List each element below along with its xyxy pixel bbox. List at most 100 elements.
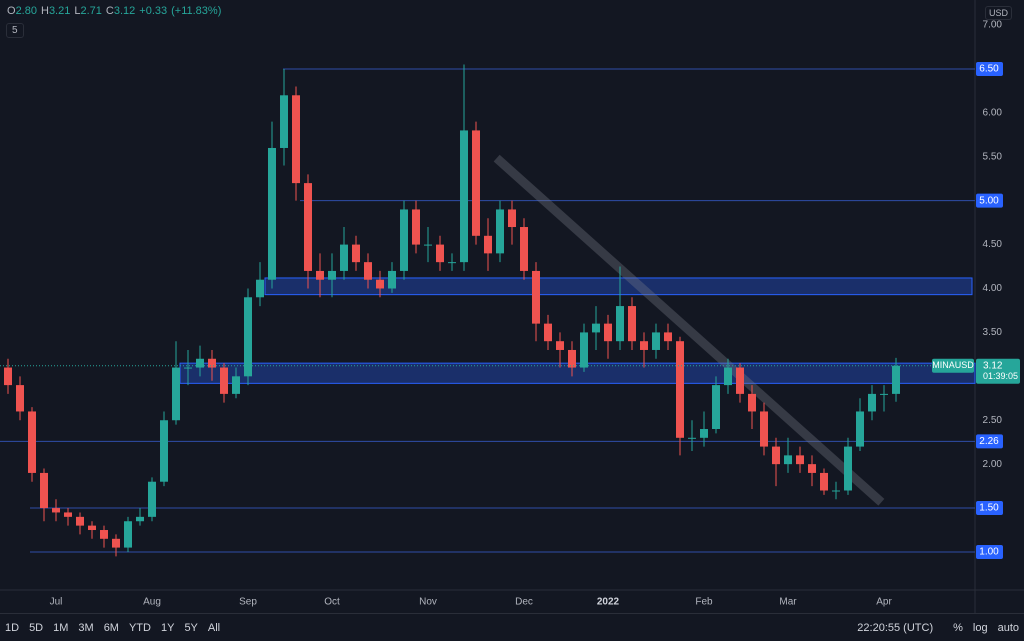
timeframe-button[interactable]: 5Y (184, 621, 198, 634)
candle-body (868, 393, 876, 412)
candle-body (148, 481, 156, 517)
candle-body (784, 455, 792, 465)
candle-body (388, 270, 396, 289)
x-tick-label: Dec (515, 597, 533, 608)
scale-button[interactable]: log (972, 621, 988, 634)
legend-toggle[interactable]: 5 (6, 23, 24, 38)
level-label: 5.00 (979, 195, 999, 206)
candle-body (280, 95, 288, 148)
candle-body (304, 183, 312, 271)
readout-value: 3.21 (48, 5, 71, 17)
candle-body (52, 508, 60, 513)
x-tick-label: Nov (419, 597, 437, 608)
readout-value: 2.71 (80, 5, 102, 17)
candle-body (340, 244, 348, 271)
candle-body (400, 209, 408, 271)
candle-body (40, 472, 48, 509)
x-tick-label: Aug (143, 597, 161, 608)
candle-body (616, 306, 624, 342)
readout-prefix: L (74, 5, 81, 17)
timeframe-button[interactable]: 1D (5, 621, 20, 634)
candle-body (376, 279, 384, 289)
timeframe-button[interactable]: 1M (53, 621, 69, 634)
zone (264, 277, 973, 296)
y-tick-label: 2.00 (983, 459, 1003, 470)
y-tick-label: 7.00 (983, 20, 1003, 31)
candle-body (244, 297, 252, 377)
timeframe-button[interactable]: 6M (103, 621, 119, 634)
level-tag (976, 501, 1003, 516)
timeframe-button[interactable]: 1Y (160, 621, 175, 634)
candle-body (880, 393, 888, 395)
readout-value: 3.12 (113, 5, 136, 17)
toolbar: 1D 5D 1M 3M 6M YTD 1Y 5Y All 22:20:55 (UTC)% log au… (0, 613, 1024, 641)
timeframe-button[interactable]: 3M (78, 621, 94, 634)
x-tick-label: Mar (779, 597, 797, 608)
candle-body (544, 323, 552, 342)
candle-body (832, 490, 840, 492)
candle-body (76, 516, 84, 526)
candle-body (88, 525, 96, 531)
candle-body (256, 279, 264, 298)
candle-body (220, 367, 228, 394)
x-tick-label: Sep (239, 597, 257, 608)
symbol-tag (932, 358, 974, 373)
scale-button[interactable]: auto (997, 621, 1019, 634)
candle-body (532, 270, 540, 324)
readout-prefix: H (40, 5, 49, 17)
countdown: 01:39:05 (983, 371, 1018, 381)
candle-body (364, 262, 372, 280)
candle-body (712, 385, 720, 430)
candle-body (448, 262, 456, 264)
candle-body (316, 270, 324, 280)
level-label: 1.00 (979, 547, 999, 558)
candle-body (196, 358, 204, 368)
candle-body (856, 411, 864, 447)
level-tag (976, 434, 1003, 449)
candle-body (748, 393, 756, 412)
candle-body (796, 455, 804, 465)
readout-item: C3.12 (106, 5, 135, 17)
readout-item: H3.21 (41, 5, 70, 17)
x-tick-label: Apr (876, 597, 892, 608)
candle-body (820, 472, 828, 491)
trendline (493, 154, 885, 506)
symbol-label: MINAUSD (932, 360, 974, 370)
y-tick-label: 5.50 (983, 151, 1003, 162)
timeframe-button[interactable]: YTD (128, 621, 151, 634)
candle-body (700, 429, 708, 438)
candle-body (844, 446, 852, 491)
candle-body (484, 235, 492, 254)
x-tick-label: Feb (695, 597, 713, 608)
currency[interactable]: USD (985, 6, 1013, 20)
level-label: 6.50 (979, 64, 999, 75)
timeframe-button[interactable]: All (207, 621, 221, 634)
readout-prefix: C (105, 5, 114, 17)
scale-button[interactable]: % (953, 621, 963, 634)
candle-body (124, 521, 132, 548)
candle-body (292, 95, 300, 184)
candle-body (724, 367, 732, 386)
candle-body (112, 538, 120, 548)
candle-body (736, 367, 744, 394)
candle-body (760, 411, 768, 447)
timeframe-button[interactable]: 5D (29, 621, 44, 634)
x-tick-label: Oct (324, 597, 340, 608)
candle-body (268, 147, 276, 280)
level-label: 1.50 (979, 503, 999, 514)
change-pct: (+11.83%) (171, 5, 222, 17)
clock: 22:20:55 (UTC) (857, 621, 934, 634)
ohlc-readout: O2.80 H3.21 L2.71 C3.12 +0.33 (+11.83%) (7, 5, 221, 17)
candle-body (424, 244, 432, 246)
candle-body (520, 227, 528, 271)
candle-body (136, 516, 144, 522)
level-tag (976, 193, 1003, 208)
candle-body (580, 332, 588, 368)
candle-body (208, 358, 216, 368)
candle-body (172, 367, 180, 421)
candle-body (676, 341, 684, 438)
candle-body (352, 244, 360, 263)
candle-body (472, 130, 480, 236)
candle-body (160, 420, 168, 482)
